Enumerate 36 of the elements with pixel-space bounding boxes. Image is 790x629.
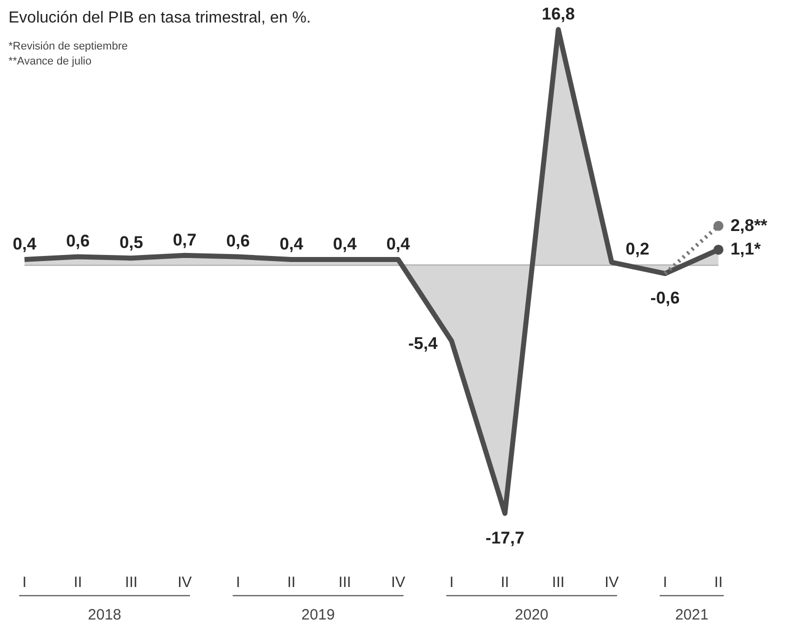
x-tick-label: II <box>500 574 510 591</box>
data-label: 0,6 <box>226 232 250 251</box>
data-label: 0,2 <box>626 239 650 258</box>
data-label: 16,8 <box>542 4 575 24</box>
x-tick-label: III <box>338 574 352 591</box>
data-label: 0,5 <box>119 233 144 252</box>
text: 2019 <box>301 606 335 624</box>
data-label: -5,4 <box>408 334 438 353</box>
x-tick-label: II <box>287 574 296 591</box>
text: 2020 <box>514 606 548 624</box>
annotation: **Avance de julio <box>8 56 92 68</box>
data-label: 1,1* <box>730 240 762 259</box>
annotation: *Revisión de septiembre <box>8 40 128 52</box>
x-tick-label: I <box>236 574 240 591</box>
x-tick-label: I <box>662 574 668 591</box>
x-tick-label: III <box>125 574 138 591</box>
x-tick-label: III <box>552 574 565 591</box>
data-label: 0,4 <box>280 234 304 254</box>
data-label: 0,4 <box>12 234 37 254</box>
x-tick-label: IV <box>178 574 192 591</box>
data-label: -0,6 <box>650 288 680 308</box>
x-tick-label: IV <box>391 574 406 591</box>
x-tick-label: II <box>714 574 723 591</box>
text: 2021 <box>675 606 708 624</box>
data-label: 2,8** <box>730 216 768 235</box>
chart-subtitle: Evolución del PIB en tasa trimestral, en %. <box>8 10 311 26</box>
x-tick-label: II <box>74 574 82 591</box>
data-label: -17,7 <box>486 528 524 548</box>
x-tick-label: IV <box>604 574 619 591</box>
data-label: 0,4 <box>332 234 358 254</box>
data-label: 0,6 <box>66 232 90 251</box>
data-label: 0,4 <box>386 234 411 254</box>
text: 2018 <box>88 606 122 624</box>
data-label: 0,7 <box>172 230 196 250</box>
x-tick-label: I <box>449 574 454 591</box>
x-tick-label: I <box>22 574 27 591</box>
